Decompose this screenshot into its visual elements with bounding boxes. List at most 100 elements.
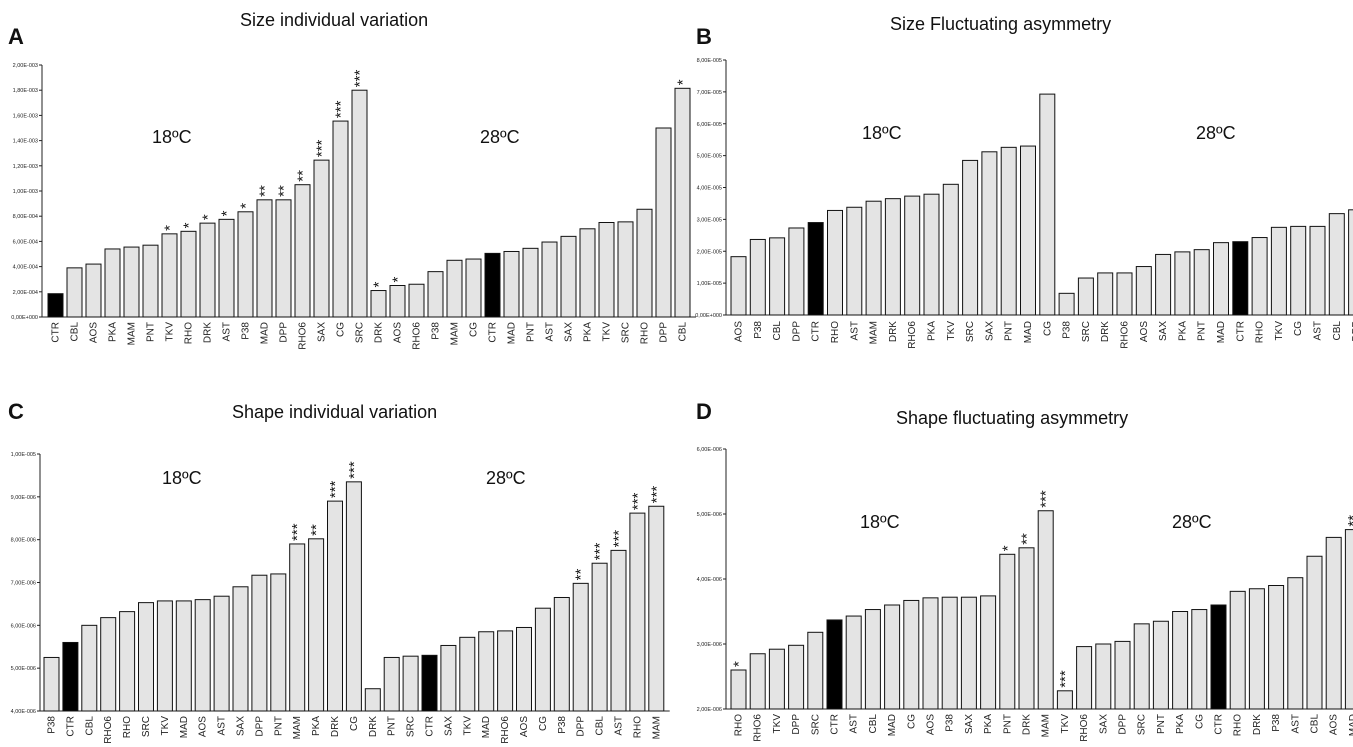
- category-label: CG: [1194, 714, 1205, 729]
- bar-mam: [865, 200, 882, 316]
- panel-letter-a: A: [8, 24, 24, 49]
- significance-label: ***: [327, 480, 344, 498]
- y-tick-label: 6,00E-006: [11, 623, 36, 629]
- category-label: AST: [1313, 321, 1324, 340]
- bar-cg: [903, 599, 920, 710]
- y-tick-label: 8,00E-005: [697, 58, 722, 64]
- category-label: AOS: [519, 716, 530, 737]
- bar-aos: [1135, 266, 1152, 316]
- bar-cg: [1290, 225, 1307, 316]
- significance-label: ***: [629, 492, 646, 510]
- category-label: CTR: [65, 716, 76, 737]
- bar-src: [1077, 277, 1094, 316]
- category-label: DRK: [374, 322, 385, 343]
- y-tick-label: 5,00E-006: [697, 512, 722, 518]
- bar-src: [402, 655, 419, 712]
- category-label: MAM: [651, 716, 662, 739]
- category-label: AOS: [393, 322, 404, 343]
- bar-p38: [553, 596, 570, 712]
- bar-rho: [730, 669, 747, 710]
- category-label: SRC: [621, 322, 632, 343]
- category-label: CBL: [1332, 321, 1343, 341]
- bar-ctr: [1210, 604, 1227, 710]
- bar-pnt: [1152, 620, 1169, 710]
- category-label: SAX: [236, 716, 247, 736]
- category-label: P38: [431, 322, 442, 340]
- category-label: AOS: [734, 321, 745, 342]
- category-label: MAM: [450, 322, 461, 345]
- category-label: CBL: [595, 716, 606, 736]
- y-tick-label: 2,00E-005: [697, 249, 722, 255]
- bar-drk: [1097, 272, 1114, 316]
- bar-mad: [175, 600, 192, 712]
- category-label: DRK: [888, 321, 899, 342]
- bar-ast: [1287, 577, 1304, 710]
- significance-label: ***: [333, 100, 350, 118]
- bar-src: [962, 159, 979, 316]
- y-tick-label: 1,20E-003: [13, 164, 38, 170]
- category-label: AST: [217, 716, 228, 735]
- bar-p38: [1268, 585, 1285, 710]
- bar-tkv: [598, 222, 615, 318]
- category-label: TKV: [946, 321, 957, 341]
- category-label: MAD: [887, 714, 898, 736]
- category-label: PNT: [1004, 321, 1015, 341]
- category-label: CBL: [678, 322, 689, 342]
- category-label: CG: [1293, 321, 1304, 336]
- category-label: CG: [336, 322, 347, 337]
- bar-tkv: [768, 648, 785, 710]
- bar-rho6: [100, 617, 117, 712]
- y-tick-label: 0,00E+000: [11, 315, 38, 321]
- bar-sax: [981, 151, 998, 316]
- category-label: AST: [1290, 714, 1301, 733]
- category-label: P38: [1062, 321, 1073, 339]
- category-label: CBL: [1310, 714, 1321, 734]
- bar-rho: [827, 209, 843, 316]
- category-label: CTR: [425, 716, 436, 737]
- temp-label-c-28: 28ºC: [486, 468, 526, 488]
- bar-mad: [1344, 529, 1353, 710]
- category-label: RHO6: [500, 716, 511, 744]
- category-label: MAD: [507, 322, 518, 344]
- category-label: SRC: [355, 322, 366, 343]
- category-label: CG: [349, 716, 360, 731]
- bar-p38: [427, 271, 444, 318]
- category-label: RHO6: [103, 716, 114, 744]
- y-tick-label: 6,00E-004: [13, 239, 38, 245]
- category-label: TKV: [1274, 321, 1285, 341]
- category-label: PNT: [273, 716, 284, 736]
- bar-sax: [1095, 643, 1112, 710]
- category-label: RHO: [640, 322, 651, 344]
- bar-rho6: [497, 630, 514, 712]
- category-label: RHO: [1233, 714, 1244, 736]
- category-label: RHO6: [412, 322, 423, 350]
- category-label: RHO: [184, 322, 195, 344]
- bar-cg: [1039, 93, 1056, 316]
- category-label: DRK: [1022, 714, 1033, 735]
- significance-label: *: [219, 210, 236, 216]
- category-label: DPP: [254, 716, 265, 737]
- bar-dpp: [788, 644, 805, 710]
- bar-cbl: [864, 609, 881, 710]
- y-tick-label: 8,00E-006: [11, 538, 36, 544]
- category-label: MAM: [1041, 714, 1052, 737]
- category-label: DPP: [1118, 714, 1129, 735]
- category-label: P38: [241, 322, 252, 340]
- bar-aos: [730, 256, 747, 316]
- bar-aos: [516, 626, 532, 712]
- category-label: PKA: [1175, 714, 1186, 734]
- bar-mam: [648, 505, 665, 712]
- bar-cg: [345, 481, 362, 712]
- bar-dpp: [788, 227, 805, 316]
- bar-pnt: [270, 573, 287, 712]
- bar-dpp: [1348, 209, 1353, 316]
- category-label: AOS: [1139, 321, 1150, 342]
- y-tick-label: 2,00E-003: [13, 63, 38, 69]
- category-label: RHO6: [298, 322, 309, 350]
- category-label: PKA: [311, 716, 322, 736]
- bar-pka: [923, 193, 940, 316]
- bar-mam: [289, 543, 306, 712]
- bar-cg: [1191, 609, 1208, 710]
- category-label: CTR: [830, 714, 841, 735]
- bar-p38: [941, 596, 958, 710]
